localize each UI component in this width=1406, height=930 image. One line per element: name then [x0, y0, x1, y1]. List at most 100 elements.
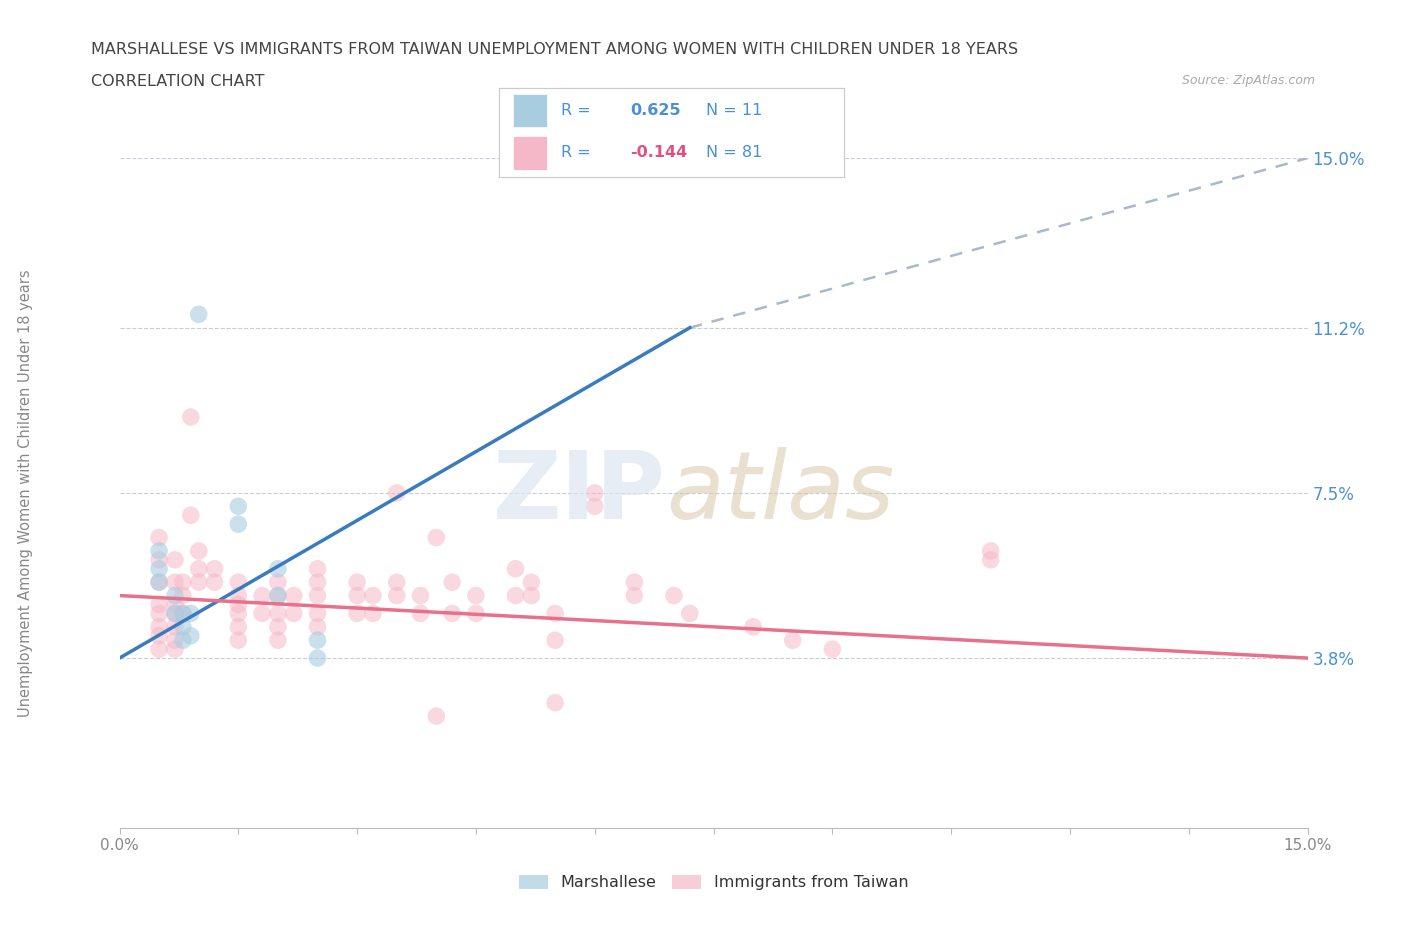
Point — [544, 606, 567, 621]
Text: Source: ZipAtlas.com: Source: ZipAtlas.com — [1181, 74, 1315, 87]
Point — [180, 606, 202, 621]
Point — [821, 642, 844, 657]
Point — [267, 632, 290, 647]
Point — [441, 606, 464, 621]
Point — [163, 552, 186, 567]
Point — [163, 619, 186, 634]
Point — [267, 588, 290, 603]
Point — [148, 530, 170, 545]
Point — [361, 606, 384, 621]
Point — [267, 619, 290, 634]
Point — [267, 606, 290, 621]
Point — [148, 552, 170, 567]
Point — [163, 606, 186, 621]
Point — [172, 588, 194, 603]
Point — [204, 575, 226, 590]
Point — [163, 642, 186, 657]
Point — [346, 606, 368, 621]
Point — [250, 588, 273, 603]
Point — [623, 575, 645, 590]
Bar — [513, 94, 547, 127]
Point — [267, 588, 290, 603]
Point — [228, 632, 250, 647]
Point — [163, 597, 186, 612]
Point — [520, 575, 543, 590]
Point — [267, 575, 290, 590]
Text: N = 81: N = 81 — [706, 145, 762, 160]
Point — [346, 575, 368, 590]
Point — [544, 632, 567, 647]
Point — [980, 543, 1002, 558]
Point — [163, 606, 186, 621]
Point — [228, 597, 250, 612]
Point — [148, 606, 170, 621]
Point — [679, 606, 702, 621]
Text: Unemployment Among Women with Children Under 18 years: Unemployment Among Women with Children U… — [18, 269, 32, 717]
Point — [250, 606, 273, 621]
Text: MARSHALLESE VS IMMIGRANTS FROM TAIWAN UNEMPLOYMENT AMONG WOMEN WITH CHILDREN UND: MARSHALLESE VS IMMIGRANTS FROM TAIWAN UN… — [91, 42, 1018, 57]
Legend: Marshallese, Immigrants from Taiwan: Marshallese, Immigrants from Taiwan — [512, 869, 915, 897]
Text: R =: R = — [561, 103, 596, 118]
Point — [148, 562, 170, 577]
Text: atlas: atlas — [666, 447, 894, 538]
Point — [361, 588, 384, 603]
Point — [307, 562, 329, 577]
Point — [307, 575, 329, 590]
Point — [307, 651, 329, 666]
Point — [163, 575, 186, 590]
Point — [148, 575, 170, 590]
Point — [204, 562, 226, 577]
Point — [425, 709, 447, 724]
Point — [148, 619, 170, 634]
Point — [180, 409, 202, 424]
Point — [544, 696, 567, 711]
Point — [148, 543, 170, 558]
Point — [180, 508, 202, 523]
Point — [172, 632, 194, 647]
Point — [464, 588, 488, 603]
Point — [187, 543, 209, 558]
Point — [187, 575, 209, 590]
Point — [505, 588, 527, 603]
Point — [385, 588, 408, 603]
Point — [505, 562, 527, 577]
Point — [172, 619, 194, 634]
Point — [623, 588, 645, 603]
Point — [307, 632, 329, 647]
Text: -0.144: -0.144 — [630, 145, 688, 160]
Point — [307, 606, 329, 621]
Point — [187, 307, 209, 322]
Point — [228, 606, 250, 621]
Point — [520, 588, 543, 603]
Point — [283, 588, 305, 603]
Point — [228, 498, 250, 513]
Point — [307, 619, 329, 634]
Point — [307, 588, 329, 603]
Point — [148, 629, 170, 644]
Point — [782, 632, 804, 647]
Point — [163, 588, 186, 603]
Point — [148, 575, 170, 590]
Text: 0.625: 0.625 — [630, 103, 681, 118]
Point — [228, 575, 250, 590]
Text: CORRELATION CHART: CORRELATION CHART — [91, 74, 264, 89]
Point — [583, 485, 606, 500]
Point — [228, 588, 250, 603]
Point — [283, 606, 305, 621]
Point — [163, 632, 186, 647]
Point — [180, 629, 202, 644]
Point — [187, 562, 209, 577]
Bar — [513, 136, 547, 169]
Point — [172, 606, 194, 621]
Point — [980, 552, 1002, 567]
Point — [228, 619, 250, 634]
Point — [172, 606, 194, 621]
Point — [385, 485, 408, 500]
Point — [464, 606, 488, 621]
Point — [425, 530, 447, 545]
Point — [267, 562, 290, 577]
Text: ZIP: ZIP — [494, 447, 666, 538]
Point — [742, 619, 765, 634]
Point — [583, 498, 606, 513]
Point — [441, 575, 464, 590]
